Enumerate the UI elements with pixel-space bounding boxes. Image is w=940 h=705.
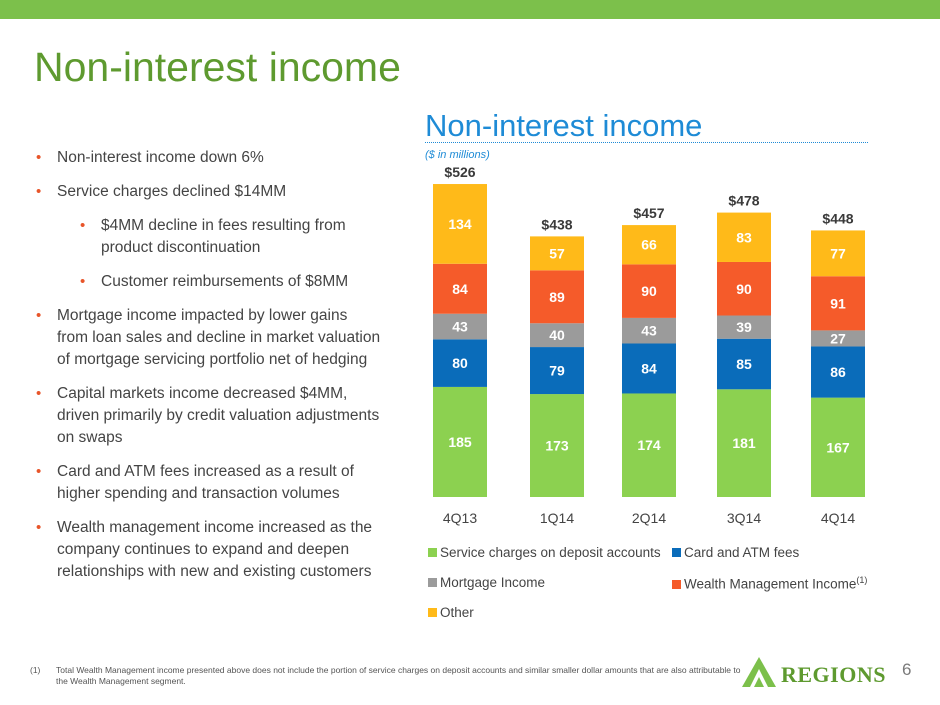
logo-text: REGIONS	[781, 662, 886, 687]
data-label: 185	[448, 434, 472, 450]
data-label: 66	[641, 237, 657, 253]
data-label: 91	[830, 295, 846, 311]
bullet-item: Card and ATM fees increased as a result …	[36, 461, 381, 505]
bar-segment	[622, 225, 676, 265]
data-label: 80	[452, 355, 468, 371]
bar-segment	[811, 230, 865, 277]
legend-label: Wealth Management Income	[684, 576, 857, 592]
data-label: 43	[641, 323, 657, 339]
page-title: Non-interest income	[34, 44, 401, 90]
bullet-item: Wealth management income increased as th…	[36, 517, 381, 583]
legend-item-service-charges: Service charges on deposit accounts	[428, 545, 661, 560]
legend-item-mortgage: Mortgage Income	[428, 575, 545, 590]
bar-segment	[717, 261, 771, 316]
data-label: 84	[452, 281, 468, 297]
bar-segment	[622, 343, 676, 394]
legend-label: Service charges on deposit accounts	[440, 545, 661, 560]
regions-triangle-logo-icon: REGIONS	[742, 657, 886, 687]
x-tick-label: 4Q13	[443, 510, 477, 526]
bullet-item: Service charges declined $14MM	[36, 181, 381, 203]
legend-label: Card and ATM fees	[684, 545, 800, 560]
legend-swatch	[672, 579, 681, 589]
legend-swatch	[428, 578, 437, 587]
bar-segment	[530, 323, 584, 348]
bullet-item: Mortgage income impacted by lower gains …	[36, 305, 381, 371]
bar-segment	[717, 212, 771, 262]
total-label: $457	[633, 205, 664, 221]
legend-swatch	[672, 548, 681, 557]
bar-segment	[811, 397, 865, 497]
data-label: 134	[448, 216, 472, 232]
page-number: 6	[902, 660, 912, 679]
data-label: 83	[736, 229, 752, 245]
legend-swatch	[428, 548, 437, 557]
top-accent-bar	[0, 0, 940, 19]
data-label: 77	[830, 245, 846, 261]
bar-segment	[433, 313, 487, 340]
data-label: 27	[830, 330, 846, 346]
bar-segment	[622, 393, 676, 497]
bar-segment	[717, 389, 771, 497]
total-label: $478	[728, 193, 759, 209]
data-label: 43	[452, 319, 468, 335]
total-label: $526	[444, 164, 475, 180]
chart-subtitle: ($ in millions)	[425, 149, 490, 161]
bar-segment	[811, 330, 865, 347]
regions-logo: REGIONS	[740, 655, 890, 694]
data-label: 181	[732, 435, 756, 451]
bar-segment	[530, 347, 584, 395]
sub-bullet-item: $4MM decline in fees resulting from prod…	[36, 215, 381, 259]
footnote-text: Total Wealth Management income presented…	[56, 665, 741, 686]
legend-item-card-atm: Card and ATM fees	[672, 545, 799, 560]
data-label: 39	[736, 319, 752, 335]
data-label: 40	[549, 327, 565, 343]
data-label: 90	[736, 281, 752, 297]
total-label: $448	[822, 210, 853, 226]
x-tick-label: 3Q14	[727, 510, 761, 526]
bar-segment	[717, 338, 771, 390]
data-label: 167	[826, 439, 850, 455]
x-tick-label: 1Q14	[540, 510, 574, 526]
legend-item-wealth: Wealth Management Income(1)	[672, 575, 867, 592]
legend-label: Mortgage Income	[440, 575, 546, 590]
bar-segment	[622, 317, 676, 344]
bar-segment	[530, 394, 584, 497]
data-label: 79	[549, 363, 565, 379]
total-label: $438	[541, 216, 572, 232]
legend-swatch	[428, 608, 437, 617]
data-label: 57	[549, 245, 565, 261]
bar-segment	[530, 270, 584, 324]
footnote: (1) Total Wealth Management income prese…	[30, 665, 750, 687]
bullet-list: Non-interest income down 6% Service charg…	[36, 147, 381, 595]
bullet-item: Non-interest income down 6%	[36, 147, 381, 169]
data-label: 90	[641, 283, 657, 299]
chart-title-rule	[425, 142, 868, 143]
x-tick-label: 4Q14	[821, 510, 855, 526]
bar-segment	[530, 236, 584, 271]
data-label: 86	[830, 364, 846, 380]
legend-footnote-marker: (1)	[856, 575, 868, 585]
bar-segment	[433, 339, 487, 387]
data-label: 174	[637, 437, 661, 453]
bar-segment	[433, 386, 487, 497]
footnote-marker: (1)	[30, 665, 41, 675]
sub-bullet-item: Customer reimbursements of $8MM	[36, 271, 381, 293]
bar-segment	[811, 346, 865, 398]
bar-segment	[433, 263, 487, 314]
bullet-item: Capital markets income decreased $4MM, d…	[36, 383, 381, 449]
bar-segment	[622, 264, 676, 318]
bar-segment	[811, 276, 865, 331]
data-label: 173	[545, 438, 569, 454]
x-tick-label: 2Q14	[632, 510, 666, 526]
data-label: 84	[641, 360, 657, 376]
legend-item-other: Other	[428, 605, 474, 620]
data-label: 85	[736, 356, 752, 372]
chart-title: Non-interest income	[425, 108, 703, 143]
data-label: 89	[549, 289, 565, 305]
legend-label: Other	[440, 605, 474, 620]
bar-segment	[717, 315, 771, 339]
bar-segment	[433, 184, 487, 264]
